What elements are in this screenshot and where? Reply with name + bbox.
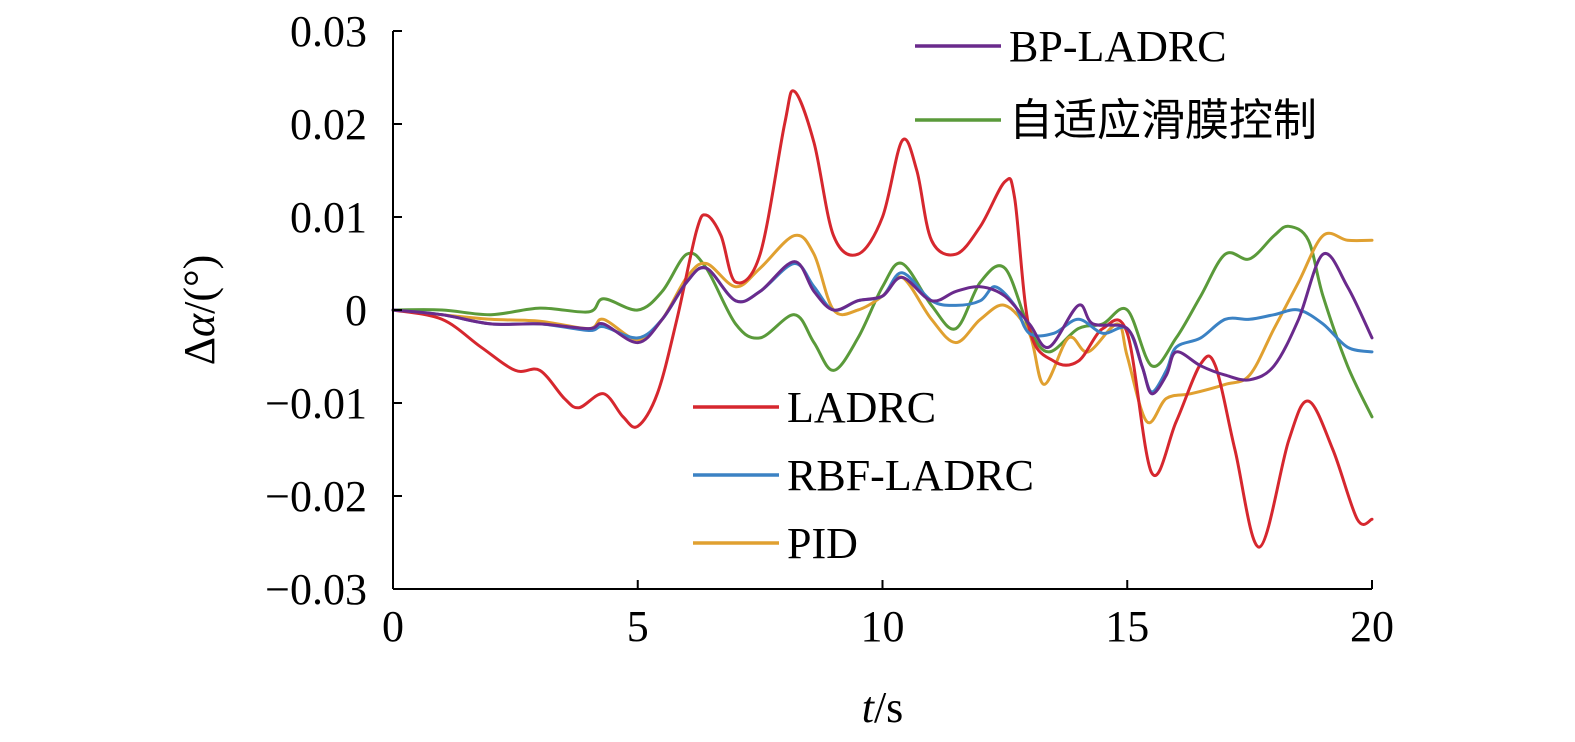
legend-label: RBF-LADRC [787, 451, 1034, 500]
y-tick-label: 0 [345, 286, 367, 335]
legend-label: LADRC [787, 383, 936, 432]
axes: 0 5 10 15 20 −0.03 −0.02 −0.01 0 0.01 0.02 0.03 [265, 7, 1394, 651]
legend: BP-LADRC 自适应滑膜控制 LADRC RBF-LADRC PID [693, 22, 1317, 568]
y-axis-title-var: α [175, 313, 224, 337]
legend-label: PID [787, 519, 858, 568]
series-line-ladrc [391, 89, 1374, 549]
legend-item: BP-LADRC [915, 22, 1227, 71]
y-tick-label: −0.03 [265, 565, 367, 614]
y-axis-title-prefix: Δ [175, 337, 224, 365]
x-tick-label: 15 [1105, 602, 1149, 651]
series-line-rbf-ladrc [391, 262, 1374, 394]
legend-item: 自适应滑膜控制 [915, 96, 1317, 145]
y-tick-label: 0.02 [290, 100, 367, 149]
x-tick-label: 10 [861, 602, 905, 651]
x-axis-title-unit: /s [874, 683, 903, 732]
y-axis-title-unit: /(°) [175, 255, 224, 314]
legend-label: 自适应滑膜控制 [1009, 96, 1317, 145]
y-tick-label: 0.03 [290, 7, 367, 56]
legend-item: RBF-LADRC [693, 451, 1034, 500]
y-axis-title: Δα/(°) [175, 255, 224, 366]
x-tick-label: 20 [1350, 602, 1394, 651]
legend-item: PID [693, 519, 858, 568]
legend-group-center: LADRC RBF-LADRC PID [693, 383, 1034, 568]
y-tick-label: −0.01 [265, 379, 367, 428]
series-line-adaptive-sliding-mode [391, 224, 1374, 419]
legend-group-top-right: BP-LADRC 自适应滑膜控制 [915, 22, 1317, 145]
legend-item: LADRC [693, 383, 936, 432]
y-tick-label: −0.02 [265, 472, 367, 521]
x-tick-label: 0 [382, 602, 404, 651]
x-tick-label: 5 [627, 602, 649, 651]
x-axis-title-var: t [862, 683, 876, 732]
y-tick-label: 0.01 [290, 193, 367, 242]
series-line-bp-ladrc [391, 251, 1374, 396]
legend-label: BP-LADRC [1009, 22, 1227, 71]
x-axis-title: t/s [862, 683, 904, 732]
plot-lines [391, 89, 1374, 549]
